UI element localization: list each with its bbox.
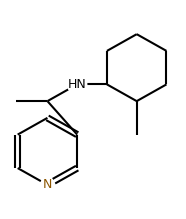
Text: N: N (43, 178, 52, 191)
Circle shape (40, 177, 55, 192)
Circle shape (67, 74, 87, 95)
Text: HN: HN (68, 78, 86, 91)
